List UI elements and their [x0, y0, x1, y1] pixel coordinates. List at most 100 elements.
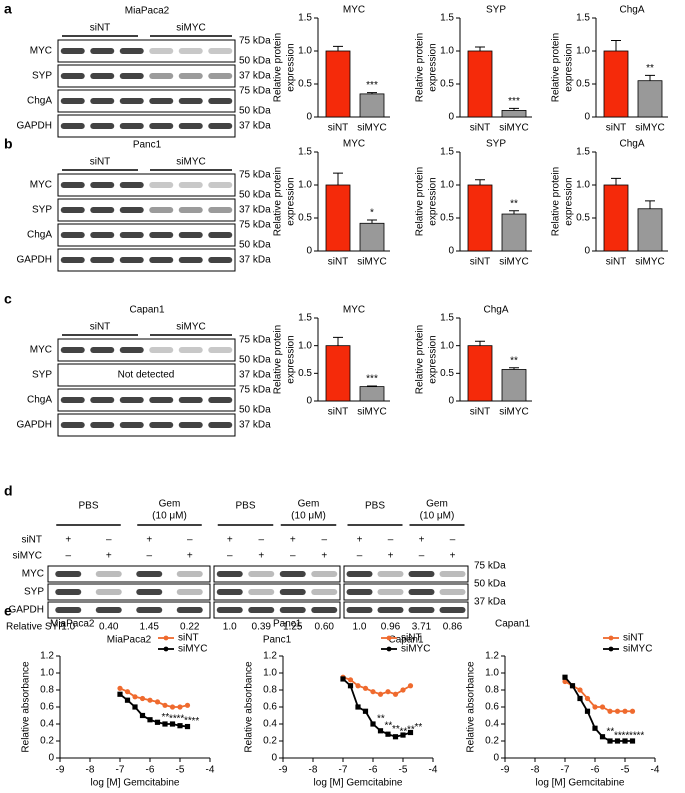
chart-title: Panc1 [273, 619, 302, 630]
band [346, 589, 373, 595]
band [149, 397, 174, 403]
size-marker: 37 kDa [474, 597, 506, 608]
band [439, 607, 466, 613]
y-tick-label: 0 [306, 396, 312, 407]
band [119, 347, 144, 353]
point [124, 697, 131, 703]
y-tick-label: 0.2 [263, 736, 277, 747]
band [60, 397, 85, 403]
point [622, 708, 628, 714]
point [154, 699, 161, 705]
band [136, 607, 163, 613]
point [154, 719, 161, 725]
y-tick-label: 1.5 [440, 13, 454, 24]
x-tick-label: -7 [339, 765, 348, 776]
blot-box [343, 583, 469, 601]
band [176, 607, 203, 613]
x-tick-label: -4 [429, 765, 438, 776]
protein-label: MYC [22, 569, 44, 580]
band [119, 48, 144, 54]
band [216, 589, 243, 595]
bar [359, 222, 385, 252]
band [60, 347, 85, 353]
bar [359, 93, 385, 118]
significance: ** [637, 731, 645, 742]
x-tick-label: -9 [279, 765, 288, 776]
band [136, 571, 163, 577]
point [162, 721, 168, 727]
x-tick-label: -8 [86, 765, 95, 776]
band [90, 98, 115, 104]
legend-marker [386, 646, 392, 652]
point [117, 685, 123, 691]
blot-box [213, 601, 341, 619]
x-tick-label: siNT [606, 257, 627, 268]
x-tick-label: -8 [309, 765, 318, 776]
sign: – [419, 551, 425, 562]
size-marker: 37 kDa [239, 370, 271, 381]
y-tick-label: 0 [448, 246, 454, 257]
bar [501, 213, 527, 252]
error-bar [333, 45, 343, 51]
band [208, 232, 233, 238]
point [614, 708, 621, 714]
x-tick-label: siMYC [499, 407, 528, 418]
sign: – [227, 551, 233, 562]
size-marker: 75 kDa [474, 561, 506, 572]
y-tick-label: 1.5 [440, 313, 454, 324]
band [55, 607, 82, 613]
blot-box [57, 89, 236, 113]
y-tick-label: 0.4 [263, 719, 277, 730]
y-axis-label: expression [428, 43, 439, 91]
band [311, 607, 338, 613]
error-bar [645, 74, 655, 81]
point [569, 683, 576, 689]
x-tick-label: -9 [56, 765, 65, 776]
band [60, 48, 85, 54]
y-tick-label: 1.0 [298, 340, 312, 351]
x-tick-label: siMYC [357, 257, 386, 268]
band [216, 607, 243, 613]
significance: ** [510, 198, 518, 209]
band [60, 73, 85, 79]
significance: ** [400, 726, 408, 737]
bar [637, 208, 663, 252]
band [119, 397, 144, 403]
band [408, 571, 435, 577]
y-tick-label: 0.5 [576, 79, 590, 90]
band [208, 73, 233, 79]
y-tick-label: 0.4 [40, 719, 54, 730]
point [400, 687, 406, 693]
x-tick-label: siMYC [357, 123, 386, 134]
chart-title: MYC [343, 5, 365, 16]
y-tick-label: 0.8 [40, 685, 54, 696]
y-tick-label: 0 [306, 246, 312, 257]
sign: – [290, 551, 296, 562]
band [176, 571, 203, 577]
band [279, 607, 306, 613]
sign: + [106, 551, 112, 562]
protein-label: ChgA [27, 230, 52, 241]
condition: PBS [235, 501, 255, 512]
y-tick-label: 1.0 [263, 668, 277, 679]
band [119, 422, 144, 428]
band [60, 257, 85, 263]
chart-title: ChgA [483, 305, 508, 316]
band [60, 207, 85, 213]
panel-letter: c [4, 291, 12, 307]
x-tick-label: -5 [399, 765, 408, 776]
blot-box [57, 64, 236, 88]
band [119, 98, 144, 104]
cell-line: Capan1 [388, 635, 423, 646]
band [90, 182, 115, 188]
legend-label: siMYC [178, 644, 207, 655]
y-axis-label: Relative protein [415, 167, 426, 236]
y-tick-label: 0 [493, 753, 499, 764]
y-tick-label: 0.8 [263, 685, 277, 696]
bar [637, 80, 663, 118]
x-tick-label: siMYC [499, 257, 528, 268]
significance: ** [385, 720, 393, 731]
y-axis-label: expression [428, 177, 439, 225]
point [607, 708, 613, 714]
